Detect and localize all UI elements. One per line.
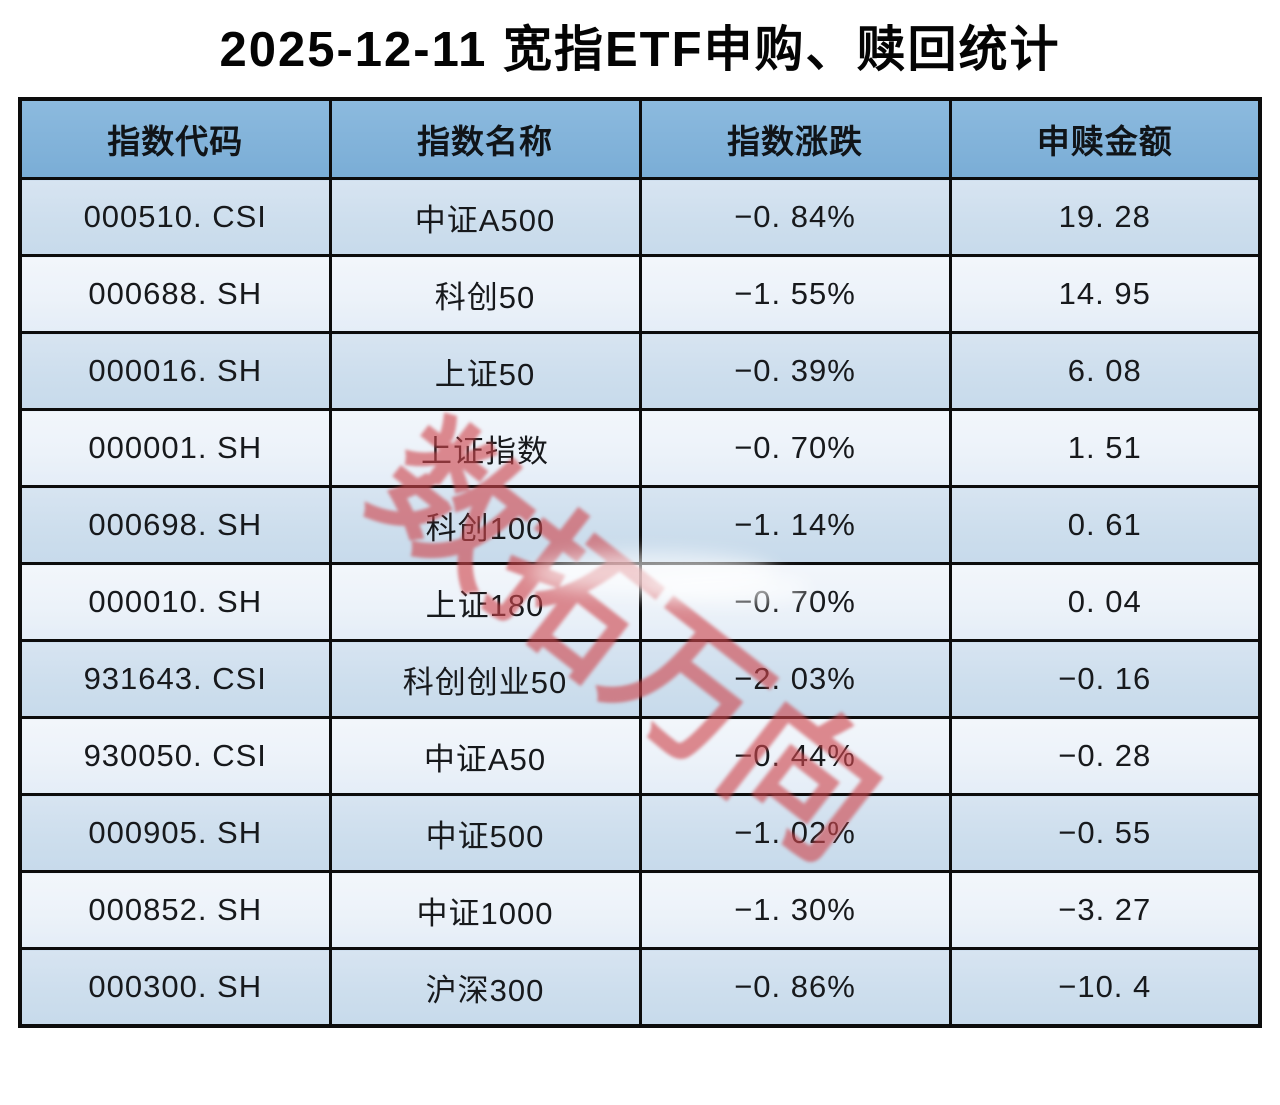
cell-index-name: 上证50 bbox=[328, 331, 642, 411]
cell-amount: 6. 08 bbox=[948, 331, 1262, 411]
cell-index-name: 科创50 bbox=[328, 254, 642, 334]
cell-index-code: 000698. SH bbox=[18, 485, 332, 565]
cell-amount: −3. 27 bbox=[948, 870, 1262, 950]
cell-amount: −0. 55 bbox=[948, 793, 1262, 873]
table-header-row: 指数代码 指数名称 指数涨跌 申赎金额 bbox=[18, 97, 1262, 180]
cell-index-change: −1. 02% bbox=[638, 793, 952, 873]
cell-index-name: 上证180 bbox=[328, 562, 642, 642]
cell-amount: 14. 95 bbox=[948, 254, 1262, 334]
cell-index-change: −0. 84% bbox=[638, 177, 952, 257]
table-row: 931643. CSI 科创创业50 −2. 03% −0. 16 bbox=[18, 639, 1262, 719]
cell-index-code: 000905. SH bbox=[18, 793, 332, 873]
table-row: 000510. CSI 中证A500 −0. 84% 19. 28 bbox=[18, 177, 1262, 257]
cell-index-code: 000001. SH bbox=[18, 408, 332, 488]
cell-index-code: 930050. CSI bbox=[18, 716, 332, 796]
cell-index-change: −2. 03% bbox=[638, 639, 952, 719]
cell-index-name: 中证500 bbox=[328, 793, 642, 873]
table-row: 000905. SH 中证500 −1. 02% −0. 55 bbox=[18, 793, 1262, 873]
table-row: 930050. CSI 中证A50 −0. 44% −0. 28 bbox=[18, 716, 1262, 796]
col-header-index-name: 指数名称 bbox=[328, 97, 642, 180]
cell-index-change: −1. 55% bbox=[638, 254, 952, 334]
etf-table: 指数代码 指数名称 指数涨跌 申赎金额 000510. CSI 中证A500 −0.… bbox=[18, 97, 1262, 1028]
cell-index-code: 000510. CSI bbox=[18, 177, 332, 257]
cell-index-code: 000300. SH bbox=[18, 947, 332, 1028]
cell-index-name: 中证1000 bbox=[328, 870, 642, 950]
col-header-index-code: 指数代码 bbox=[18, 97, 332, 180]
cell-index-name: 中证A50 bbox=[328, 716, 642, 796]
cell-index-change: −0. 70% bbox=[638, 562, 952, 642]
col-header-amount: 申赎金额 bbox=[948, 97, 1262, 180]
cell-amount: −0. 16 bbox=[948, 639, 1262, 719]
cell-index-code: 000010. SH bbox=[18, 562, 332, 642]
cell-index-change: −1. 30% bbox=[638, 870, 952, 950]
table-row: 000300. SH 沪深300 −0. 86% −10. 4 bbox=[18, 947, 1262, 1028]
table-row: 000001. SH 上证指数 −0. 70% 1. 51 bbox=[18, 408, 1262, 488]
table-row: 000698. SH 科创100 −1. 14% 0. 61 bbox=[18, 485, 1262, 565]
table-row: 000016. SH 上证50 −0. 39% 6. 08 bbox=[18, 331, 1262, 411]
page-title: 2025-12-11 宽指ETF申购、赎回统计 bbox=[219, 23, 1061, 77]
cell-index-name: 上证指数 bbox=[328, 408, 642, 488]
cell-index-code: 000016. SH bbox=[18, 331, 332, 411]
cell-amount: −10. 4 bbox=[948, 947, 1262, 1028]
cell-amount: 19. 28 bbox=[948, 177, 1262, 257]
cell-index-code: 931643. CSI bbox=[18, 639, 332, 719]
cell-amount: 1. 51 bbox=[948, 408, 1262, 488]
cell-index-change: −0. 86% bbox=[638, 947, 952, 1028]
cell-amount: 0. 04 bbox=[948, 562, 1262, 642]
table-body: 000510. CSI 中证A500 −0. 84% 19. 28 000688. SH… bbox=[18, 177, 1262, 1028]
table-row: 000688. SH 科创50 −1. 55% 14. 95 bbox=[18, 254, 1262, 334]
cell-index-name: 中证A500 bbox=[328, 177, 642, 257]
cell-index-change: −1. 14% bbox=[638, 485, 952, 565]
col-header-index-change: 指数涨跌 bbox=[638, 97, 952, 180]
table-row: 000010. SH 上证180 −0. 70% 0. 04 bbox=[18, 562, 1262, 642]
cell-index-code: 000852. SH bbox=[18, 870, 332, 950]
table-row: 000852. SH 中证1000 −1. 30% −3. 27 bbox=[18, 870, 1262, 950]
cell-index-change: −0. 39% bbox=[638, 331, 952, 411]
cell-index-name: 沪深300 bbox=[328, 947, 642, 1028]
cell-index-name: 科创创业50 bbox=[328, 639, 642, 719]
cell-index-code: 000688. SH bbox=[18, 254, 332, 334]
cell-index-change: −0. 70% bbox=[638, 408, 952, 488]
cell-amount: −0. 28 bbox=[948, 716, 1262, 796]
cell-index-change: −0. 44% bbox=[638, 716, 952, 796]
cell-index-name: 科创100 bbox=[328, 485, 642, 565]
cell-amount: 0. 61 bbox=[948, 485, 1262, 565]
